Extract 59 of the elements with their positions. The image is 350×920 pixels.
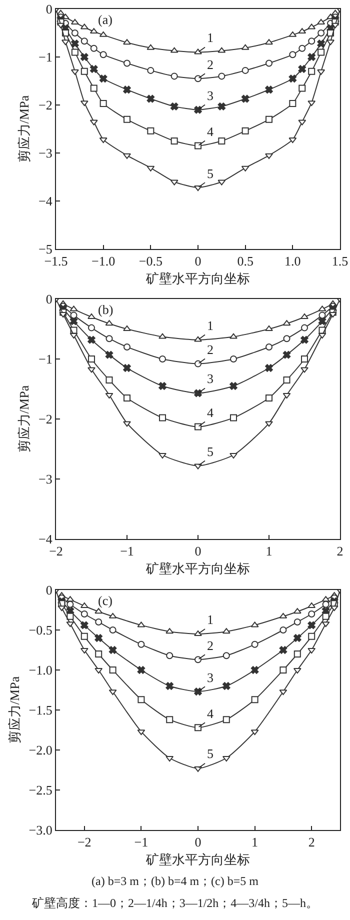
y-tick-label: −1.0 <box>28 662 52 678</box>
series-label: 2 <box>207 638 214 653</box>
chart-title: (a) <box>98 12 112 27</box>
y-tick-label: −1 <box>38 50 52 65</box>
y-tick-label: −2 <box>38 98 52 113</box>
x-tick-label: 0 <box>194 834 202 850</box>
series-label: 5 <box>207 166 214 181</box>
series-label: 1 <box>207 318 214 333</box>
series-label: 4 <box>207 124 214 139</box>
x-tick-label: 2 <box>336 544 344 559</box>
y-axis-title: 剪应力/MPa <box>6 676 22 744</box>
series-label: 3 <box>207 670 214 685</box>
series-label: 5 <box>207 444 214 459</box>
chart-title: (c) <box>98 593 112 608</box>
y-tick-label: −3 <box>38 472 52 487</box>
x-tick-label: 1 <box>252 834 258 850</box>
y-tick-label: −4 <box>38 532 53 547</box>
y-tick-label: −3.0 <box>28 822 52 838</box>
series-label: 2 <box>207 342 214 357</box>
x-axis-title: 矿壁水平方向坐标 <box>145 852 250 868</box>
y-axis-title: 剪应力/MPa <box>16 95 32 163</box>
y-tick-label: −1 <box>38 352 52 367</box>
series-label: 5 <box>207 746 214 761</box>
x-axis-title: 矿壁水平方向坐标 <box>145 271 250 286</box>
x-tick-label: 1.5 <box>332 254 348 269</box>
text: (a) b=3 m；(b) b=4 m；(c) b=5 m <box>90 873 260 890</box>
x-tick-label: −0.5 <box>138 254 162 269</box>
x-tick-label: −2 <box>77 834 92 850</box>
x-tick-label: 0 <box>194 254 202 269</box>
series-label: 3 <box>207 88 214 103</box>
series-label: 4 <box>207 405 214 420</box>
x-tick-label: 0.5 <box>237 254 254 269</box>
series-label: 4 <box>207 706 214 721</box>
y-tick-label: −3 <box>38 146 52 161</box>
y-tick-label: −2.0 <box>28 742 52 758</box>
y-tick-label: −0.5 <box>28 622 52 638</box>
x-tick-label: 1.0 <box>284 254 301 269</box>
y-tick-label: 0 <box>46 292 52 307</box>
x-tick-label: 1 <box>266 544 272 559</box>
y-tick-label: −4 <box>38 194 53 209</box>
text: 矿壁高度：1—0；2—1/4h；3—1/2h；4—3/4h；5—h。 <box>30 895 319 912</box>
y-axis-title: 剪应力/MPa <box>16 385 32 453</box>
y-tick-label: −5 <box>38 242 52 257</box>
x-tick-label: 2 <box>308 834 315 850</box>
series-label: 1 <box>207 30 214 45</box>
y-tick-label: −1.5 <box>28 702 52 718</box>
x-tick-label: 0 <box>194 544 202 559</box>
series-label: 3 <box>207 371 214 386</box>
x-tick-label: −1 <box>120 544 134 559</box>
x-tick-label: −1 <box>134 834 148 850</box>
x-tick-label: −1.0 <box>92 254 116 269</box>
y-tick-label: −2 <box>38 412 52 427</box>
series-label: 2 <box>207 57 214 72</box>
y-tick-label: 0 <box>46 582 52 598</box>
y-tick-label: −2.5 <box>28 782 52 798</box>
series-label: 1 <box>207 612 214 627</box>
x-axis-title: 矿壁水平方向坐标 <box>145 561 250 576</box>
y-tick-label: 0 <box>46 2 52 17</box>
chart-title: (b) <box>98 302 114 317</box>
